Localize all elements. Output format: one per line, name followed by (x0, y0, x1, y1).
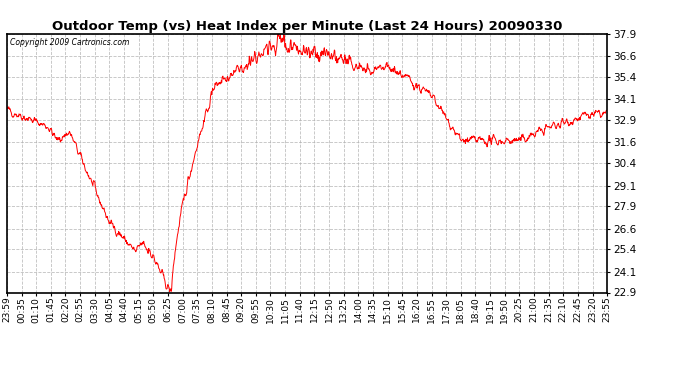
Text: Copyright 2009 Cartronics.com: Copyright 2009 Cartronics.com (10, 38, 129, 46)
Title: Outdoor Temp (vs) Heat Index per Minute (Last 24 Hours) 20090330: Outdoor Temp (vs) Heat Index per Minute … (52, 20, 562, 33)
